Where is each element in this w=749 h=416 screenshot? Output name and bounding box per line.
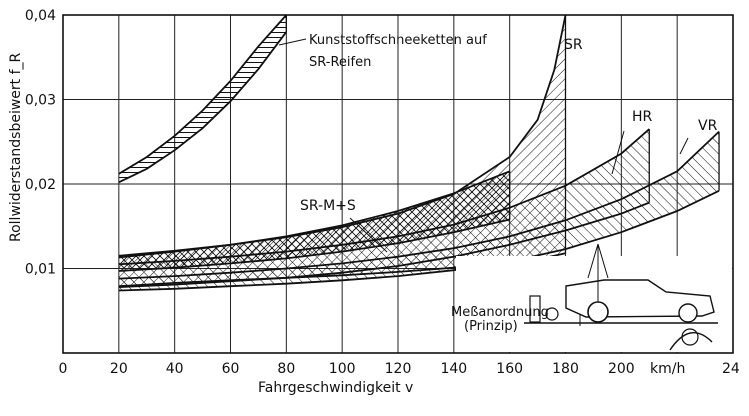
annotations: Kunststoffschneeketten auf SR-Reifen SR … (278, 33, 718, 253)
bands (118, 14, 720, 292)
x-tick-label: 120 (385, 361, 412, 377)
series-label-sr: SR (564, 37, 583, 53)
x-tick-label: 100 (329, 361, 356, 377)
x-tick-label: 180 (552, 361, 579, 377)
x-tick-label: 140 (440, 361, 467, 377)
series-label-snow: Kunststoffschneeketten auf (309, 33, 487, 48)
y-axis-title: Rollwiderstandsbeiwert f_R (8, 52, 24, 242)
band-vr (118, 131, 720, 291)
y-tick-label: 0,02 (25, 177, 56, 193)
band-sr-ms (118, 171, 510, 271)
y-tick-labels: 0,01 0,02 0,03 0,04 (25, 8, 56, 278)
band-snow-chains-upper-edge (118, 14, 287, 175)
x-tick-label: 40 (166, 361, 184, 377)
srms-leader-line (349, 217, 388, 253)
band-sr-ms-lower-edge (118, 218, 510, 272)
front-wheel-icon (587, 301, 609, 323)
x-tick-label: 200 (608, 361, 635, 377)
hr-leader-line (611, 130, 625, 175)
series-label-srms: SR-M+S (300, 198, 356, 214)
rear-wheel-icon (678, 303, 698, 323)
y-tick-label: 0,03 (25, 93, 56, 109)
snow-leader-line (278, 38, 307, 46)
band-hr (118, 129, 650, 288)
x-tick-label: 160 (496, 361, 523, 377)
measurement-setup-inset: Meßanordnung (Prinzip) (451, 243, 732, 352)
measuring-post-icon (529, 295, 541, 323)
axes: 0 20 40 60 80 100 120 140 160 180 200 0,01 0,02 0,03… (8, 8, 740, 396)
band-snow-chains (118, 15, 287, 183)
x-tick-label: 0 (59, 361, 68, 377)
x-axis-title: Fahrgeschwindigkeit v (258, 380, 413, 396)
band-sr-ms-upper-edge (118, 170, 511, 259)
x-tick-label: 80 (277, 361, 295, 377)
y-tick-label: 0,01 (25, 262, 56, 278)
sensor-cone (587, 243, 609, 279)
band-vr-upper-edge (118, 130, 720, 280)
vr-leader-line (679, 137, 689, 155)
x-tick-label: 60 (222, 361, 240, 377)
y-tick-label: 0,04 (25, 8, 56, 24)
series-label-snow-2: SR-Reifen (309, 55, 371, 70)
x-tick-labels: 0 20 40 60 80 100 120 140 160 180 200 (59, 361, 635, 377)
x-tick-label: 20 (110, 361, 128, 377)
series-label-vr: VR (698, 118, 718, 134)
x-last-tick-label: 24 (722, 361, 740, 377)
x-unit-label: km/h (650, 361, 685, 377)
plot-frame (62, 14, 734, 354)
setup-label-2: (Prinzip) (464, 319, 518, 334)
wheel-detail-circle (681, 328, 699, 346)
series-label-hr: HR (632, 109, 653, 125)
band-snow-chains-lower-edge (118, 31, 288, 184)
band-vr-lower-edge (118, 189, 720, 292)
gauge-icon (545, 307, 559, 321)
setup-label: Meßanordnung (451, 305, 549, 320)
wheel-detail-icon (669, 332, 713, 351)
